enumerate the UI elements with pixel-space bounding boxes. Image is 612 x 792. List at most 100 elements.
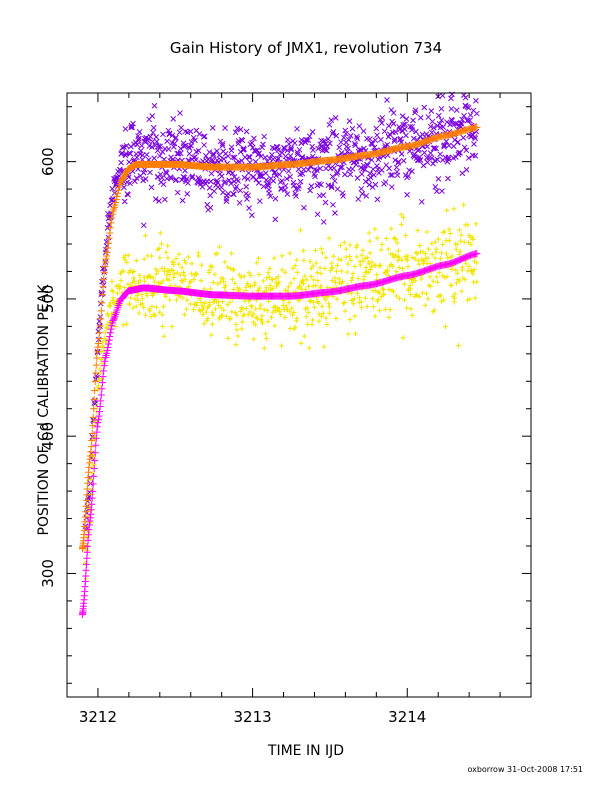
data-point xyxy=(137,272,143,278)
data-point xyxy=(369,259,375,265)
data-point xyxy=(353,158,360,165)
data-point xyxy=(231,267,237,273)
data-point xyxy=(229,309,235,315)
data-point xyxy=(275,155,282,162)
data-point xyxy=(434,279,440,285)
data-point xyxy=(247,154,253,161)
data-point xyxy=(321,344,327,350)
fit-point xyxy=(97,391,105,399)
data-point xyxy=(139,296,145,302)
data-point xyxy=(239,319,245,325)
data-point xyxy=(471,141,477,147)
data-point xyxy=(316,181,322,187)
data-point xyxy=(352,263,358,269)
fit-point xyxy=(89,487,97,495)
data-point xyxy=(177,293,183,299)
data-point xyxy=(307,187,313,194)
data-point xyxy=(424,143,431,150)
fit-point xyxy=(93,423,101,431)
data-point xyxy=(372,181,379,188)
data-point xyxy=(258,302,264,308)
data-point xyxy=(358,147,365,153)
data-point xyxy=(341,171,348,178)
fit-point xyxy=(110,315,118,323)
data-point xyxy=(393,164,400,171)
data-point xyxy=(175,150,182,157)
data-point xyxy=(155,268,161,274)
fit-point xyxy=(112,198,120,206)
data-point xyxy=(331,253,337,259)
data-point xyxy=(433,145,439,152)
data-point xyxy=(336,144,343,151)
data-point xyxy=(338,139,344,146)
fit-point xyxy=(94,416,102,424)
data-point xyxy=(150,275,156,281)
data-point xyxy=(264,275,270,281)
data-point xyxy=(376,290,382,296)
data-point xyxy=(286,284,292,290)
data-point xyxy=(365,255,371,261)
data-point xyxy=(286,299,292,305)
fit-point xyxy=(114,186,122,194)
data-point xyxy=(455,343,461,349)
data-point xyxy=(331,178,338,184)
data-point xyxy=(231,287,237,293)
data-point xyxy=(461,239,467,245)
data-point xyxy=(264,308,270,314)
data-point xyxy=(160,323,166,329)
data-point xyxy=(128,124,134,131)
data-point xyxy=(453,267,459,273)
data-point xyxy=(398,151,405,157)
data-point xyxy=(149,138,156,145)
data-point xyxy=(316,318,322,324)
data-point xyxy=(217,157,224,163)
data-point xyxy=(438,298,444,304)
data-point xyxy=(392,252,398,258)
data-point xyxy=(260,141,266,148)
data-point xyxy=(167,297,173,303)
data-point xyxy=(214,251,220,257)
data-point xyxy=(311,304,317,310)
data-point xyxy=(350,301,356,307)
data-point xyxy=(266,186,272,193)
data-point xyxy=(257,173,263,179)
data-point xyxy=(243,306,249,311)
data-point xyxy=(234,125,241,132)
data-point xyxy=(288,280,294,286)
data-point xyxy=(459,288,465,294)
data-point xyxy=(270,309,276,315)
data-point xyxy=(223,198,230,205)
data-point xyxy=(237,286,243,292)
data-point xyxy=(304,277,310,283)
data-point xyxy=(209,125,216,131)
fit-point xyxy=(99,283,107,291)
data-point xyxy=(465,117,471,124)
data-point xyxy=(186,150,193,157)
data-point xyxy=(200,312,206,318)
data-point xyxy=(283,175,290,182)
data-point xyxy=(216,302,222,308)
data-point xyxy=(428,108,435,114)
data-point xyxy=(466,264,472,270)
data-point xyxy=(314,211,321,218)
data-point xyxy=(267,282,273,288)
data-point xyxy=(335,262,341,268)
data-point xyxy=(334,186,341,192)
fit-point xyxy=(100,367,108,375)
data-point xyxy=(313,247,319,253)
data-point xyxy=(424,229,430,235)
data-point xyxy=(332,114,339,121)
data-point xyxy=(273,172,279,179)
data-point xyxy=(336,256,342,262)
data-point xyxy=(403,233,409,239)
data-point xyxy=(185,180,191,186)
data-point xyxy=(235,178,241,184)
data-point xyxy=(203,309,209,315)
data-point xyxy=(415,251,421,257)
data-point xyxy=(388,226,394,232)
data-point xyxy=(272,216,279,223)
data-point xyxy=(249,140,255,146)
fit-point xyxy=(92,369,100,377)
data-point xyxy=(248,272,254,278)
data-point xyxy=(356,123,363,129)
